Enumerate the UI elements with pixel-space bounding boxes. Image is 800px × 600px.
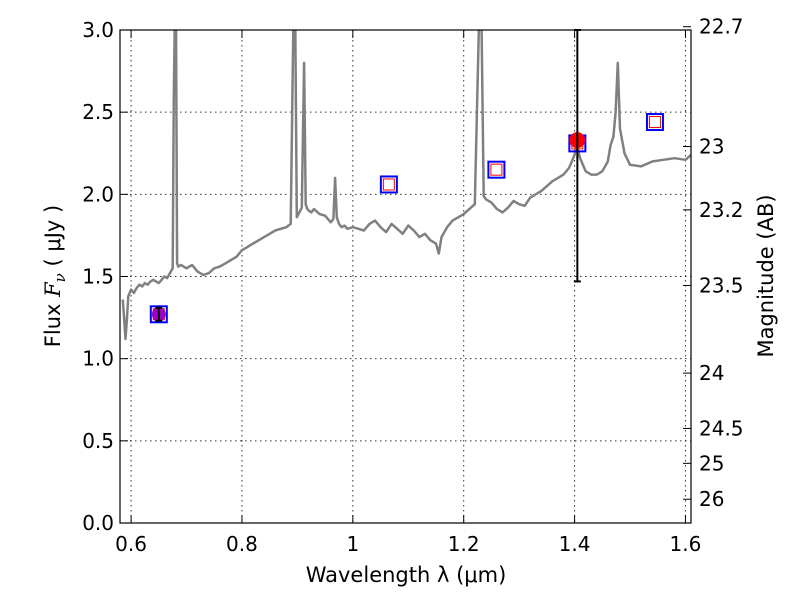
- y-axis-label-subscript: ν: [51, 273, 69, 282]
- right-tick-label: 23.5: [699, 273, 744, 297]
- y-tick-label: 0.5: [82, 429, 114, 453]
- right-tick-label: 22.7: [699, 15, 744, 39]
- y-axis-label: Flux Fν ( μJy ): [41, 205, 69, 347]
- y-tick-label: 1.5: [82, 265, 114, 289]
- y-axis-label-suffix: ( μJy ): [41, 205, 65, 273]
- right-tick-label: 24.5: [699, 416, 744, 440]
- photometry-layer: [149, 29, 664, 324]
- model-marker-outer: [379, 175, 398, 194]
- x-tick-label: 1.2: [448, 532, 480, 556]
- y-tick-label: 3.0: [82, 18, 114, 42]
- right-tick-label: 23: [699, 135, 724, 159]
- y-axis-label-symbol: F: [41, 281, 65, 298]
- model-marker-inner: [648, 116, 661, 129]
- x-axis-label: Wavelength λ (μm): [306, 563, 507, 587]
- model-marker-outer: [487, 160, 506, 179]
- grid-layer: [120, 29, 691, 524]
- y-tick-label: 0.0: [82, 511, 114, 535]
- x-tick-label: 1.4: [559, 532, 591, 556]
- right-tick-label: 26: [699, 487, 724, 511]
- spectrum-layer: [121, 30, 691, 341]
- y-tick-label: 2.5: [82, 100, 114, 124]
- tick-layer: 0.6 0.8 1 1.2 1.4 1.6 0.0 0.5 1.0 1.5 2.0 2.5 3.0 22.…: [82, 15, 743, 556]
- x-tick-label: 1.6: [670, 532, 702, 556]
- right-tick-label: 23.2: [699, 198, 744, 222]
- model-marker-outer: [645, 113, 664, 132]
- model-marker-inner: [490, 163, 503, 176]
- right-tick-label: 25: [699, 451, 724, 475]
- y-axis-label-prefix: Flux: [41, 297, 65, 347]
- model-marker-outer: [149, 305, 168, 324]
- right-axis-label: Magnitude (AB): [754, 194, 778, 357]
- x-tick-label: 0.6: [115, 532, 147, 556]
- x-tick-label: 1: [346, 532, 359, 556]
- right-tick-label: 24: [699, 361, 724, 385]
- y-tick-label: 1.0: [82, 347, 114, 371]
- x-tick-label: 0.8: [226, 532, 258, 556]
- y-tick-label: 2.0: [82, 182, 114, 206]
- model-marker-inner: [382, 178, 395, 191]
- spectrum-line: [121, 30, 691, 341]
